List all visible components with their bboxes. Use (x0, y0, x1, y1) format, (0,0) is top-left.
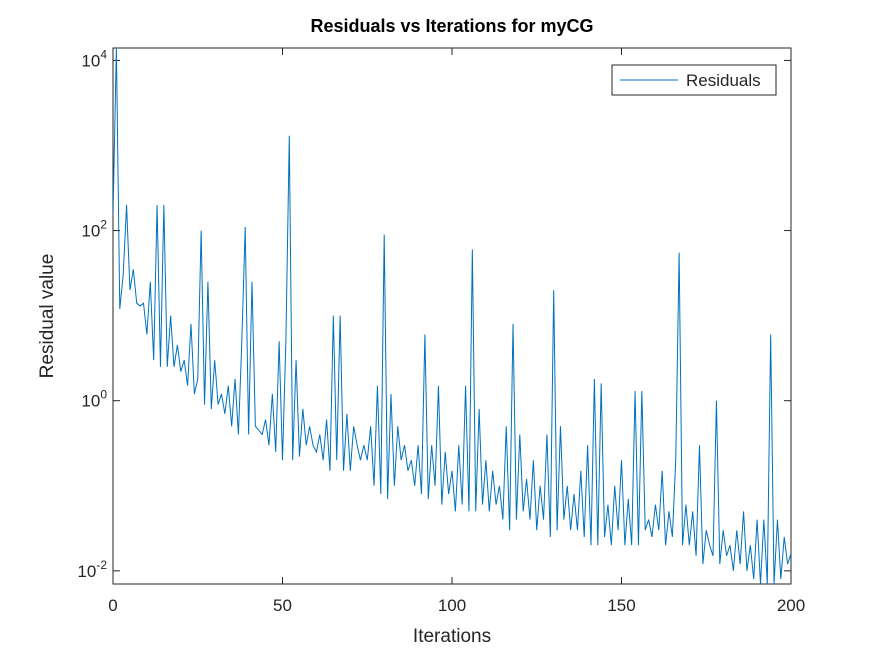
y-tick-base: 10 (81, 392, 100, 411)
y-tick-label: 10-2 (77, 558, 107, 581)
y-tick-base: 10 (81, 51, 100, 70)
y-tick-power: -2 (96, 558, 107, 572)
x-tick-label: 150 (607, 596, 635, 615)
y-tick-label: 102 (81, 218, 107, 241)
x-tick-label: 100 (438, 596, 466, 615)
x-tick-label: 200 (777, 596, 805, 615)
y-tick-label: 100 (81, 388, 107, 411)
chart-title: Residuals vs Iterations for myCG (310, 16, 593, 36)
y-tick-power: 0 (100, 388, 107, 402)
y-axis-label: Residual value (37, 254, 58, 379)
x-tick-label: 0 (108, 596, 117, 615)
legend-label: Residuals (686, 71, 761, 90)
y-tick-power: 2 (100, 218, 107, 232)
y-tick-base: 10 (77, 562, 96, 581)
series-line (113, 48, 791, 584)
x-tick-label: 50 (273, 596, 292, 615)
y-tick-base: 10 (81, 222, 100, 241)
axes-box (112, 47, 792, 585)
y-tick-power: 4 (100, 47, 107, 61)
x-axis-label: Iterations (413, 626, 491, 647)
y-tick-label: 104 (81, 47, 107, 70)
